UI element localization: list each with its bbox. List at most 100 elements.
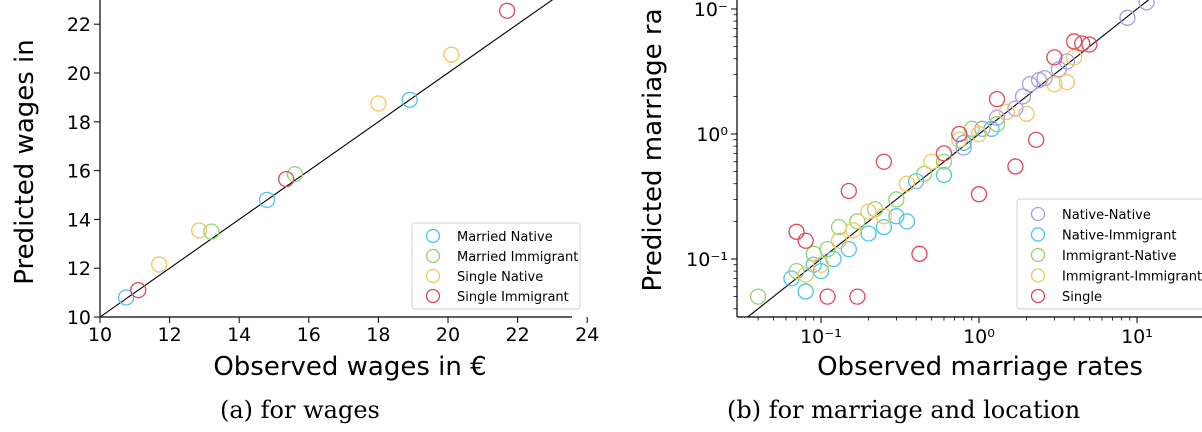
marriage-point-immigrant-immigrant — [830, 232, 848, 249]
marriage-point-single — [797, 232, 814, 249]
marriage-point-single — [970, 186, 988, 203]
marriage-point-immigrant-native — [749, 288, 767, 305]
wages-x-tick-label: 16 — [297, 324, 321, 346]
marriage-diagonal-line — [746, 0, 1150, 317]
wages-y-tick-label: 16 — [67, 161, 91, 183]
marriage-point-native-native — [988, 109, 1006, 126]
marriage-point-native-immigrant — [860, 225, 877, 242]
wages-y-tick-label: 10 — [67, 307, 91, 329]
marriage-point-native-immigrant — [898, 213, 916, 230]
marriage-y-axis-label: Predicted marriage ra — [638, 8, 668, 291]
marriage-point-single — [1046, 49, 1063, 66]
marriage-point-immigrant-native — [935, 153, 953, 170]
marriage-point-single — [849, 288, 866, 305]
marriage-point-immigrant-immigrant — [1058, 73, 1076, 91]
wages-scatter-points — [100, 0, 554, 317]
marriage-point-immigrant-immigrant — [845, 222, 862, 239]
wages-x-tick-label: 14 — [227, 324, 251, 346]
marriage-point-immigrant-native — [888, 191, 905, 208]
marriage-point-single — [1028, 131, 1045, 148]
marriage-point-immigrant-immigrant — [998, 103, 1015, 121]
marriage-y-tick-label: 10⁻¹ — [686, 249, 728, 271]
marriage-point-immigrant-immigrant — [875, 208, 893, 225]
marriage-point-native-immigrant — [840, 240, 857, 258]
marriage-legend-marker-native-immigrant — [1030, 227, 1046, 242]
marriage-point-native-immigrant — [888, 208, 905, 225]
marriage-scatter-points — [746, 0, 1155, 317]
wages-point-married-native — [258, 191, 276, 209]
wages-y-tick-label: 18 — [67, 112, 91, 134]
marriage-point-immigrant-immigrant — [923, 153, 940, 170]
marriage-x-axis-label: Observed marriage rates — [817, 352, 1143, 382]
marriage-point-single — [875, 153, 893, 170]
wages-legend-marker-single-native — [425, 268, 441, 284]
wages-legend-label: Single Immigrant — [457, 290, 569, 305]
marriage-point-immigrant-native — [805, 245, 822, 262]
wages-y-tick-label: 22 — [67, 14, 91, 36]
wages-point-single-immigrant — [278, 170, 295, 188]
wages-y-tick-label: 20 — [67, 63, 91, 85]
marriage-point-immigrant-native — [849, 213, 866, 230]
wages-legend-label: Married Immigrant — [457, 250, 578, 265]
marriage-point-native-immigrant — [797, 283, 814, 300]
marriage-point-native-native — [1119, 9, 1136, 26]
marriage-legend: Native-Native Native-Immigrant Immigrant-N… — [1016, 198, 1202, 310]
wages-legend-marker-single-immigrant — [425, 288, 441, 304]
marriage-point-immigrant-immigrant — [951, 131, 968, 148]
wages-point-married-immigrant — [203, 223, 220, 240]
wages-x-axis-label: Observed wages in € — [213, 352, 486, 382]
marriage-point-single — [935, 145, 953, 162]
marriage-legend-label: Single — [1062, 290, 1102, 305]
wages-caption: (a) for wages — [220, 396, 380, 424]
marriage-point-native-native — [974, 120, 991, 137]
marriage-point-immigrant-immigrant — [898, 175, 916, 192]
wages-point-single-native — [370, 95, 387, 112]
wages-point-married-immigrant — [286, 166, 304, 183]
marriage-point-immigrant-immigrant — [860, 203, 877, 220]
wages-x-tick-label: 24 — [575, 324, 599, 346]
wages-legend: Married Native Married Immigrant Single Na… — [411, 222, 581, 310]
marriage-caption: (b) for marriage and location — [727, 396, 1080, 424]
wages-x-tick-label: 18 — [366, 324, 390, 346]
wages-axis-ticks: 10 12 14 16 18 20 22 24 10 12 14 16 18 20 22 — [67, 14, 599, 346]
wages-point-single-native — [151, 256, 168, 273]
marriage-point-immigrant-native — [916, 165, 933, 182]
marriage-point-immigrant-native — [788, 262, 805, 280]
marriage-y-tick-label: 10⁻ — [694, 0, 728, 21]
marriage-point-immigrant-immigrant — [1065, 49, 1083, 66]
wages-y-axis-label: Predicted wages in — [10, 39, 40, 285]
marriage-axis-ticks: 10⁻¹ 10⁰ 10¹ 10⁻¹ 10⁰ 10⁻ — [686, 0, 1153, 348]
wages-point-single-immigrant — [499, 2, 516, 19]
marriage-point-single — [788, 223, 805, 240]
wages-point-single-native — [191, 222, 208, 239]
marriage-y-tick-label: 10⁰ — [696, 124, 728, 146]
marriage-point-immigrant-immigrant — [812, 256, 830, 273]
wages-point-single-immigrant — [130, 282, 147, 299]
marriage-legend-marker-single — [1030, 288, 1046, 304]
marriage-legend-marker-native-native — [1030, 206, 1046, 222]
marriage-point-native-immigrant — [875, 218, 893, 236]
marriage-point-single — [911, 245, 928, 262]
marriage-point-immigrant-immigrant — [970, 125, 988, 143]
marriage-x-tick-label: 10⁰ — [963, 326, 995, 348]
marriage-legend-label: Immigrant-Native — [1062, 249, 1176, 264]
wages-legend-frame — [411, 222, 581, 310]
marriage-point-single — [1065, 33, 1083, 50]
marriage-point-immigrant-native — [819, 240, 836, 258]
marriage-point-immigrant-immigrant — [1018, 105, 1035, 122]
marriage-point-native-immigrant — [955, 134, 972, 151]
wages-x-tick-label: 22 — [506, 324, 530, 346]
wages-x-tick-label: 20 — [436, 324, 460, 346]
wages-point-married-native — [117, 289, 135, 306]
wages-legend-label: Married Native — [457, 230, 553, 245]
marriage-legend-marker-immigrant-native — [1030, 247, 1046, 263]
wages-legend-label: Single Native — [457, 270, 543, 285]
marriage-point-single — [1007, 158, 1024, 175]
marriage-point-native-native — [1021, 76, 1039, 93]
marriage-point-native-native — [1138, 0, 1155, 11]
marriage-legend-label: Immigrant-Immigrant — [1062, 270, 1202, 285]
marriage-point-immigrant-native — [988, 115, 1006, 133]
marriage-point-single — [988, 91, 1006, 108]
wages-x-tick-label: 12 — [158, 324, 182, 346]
